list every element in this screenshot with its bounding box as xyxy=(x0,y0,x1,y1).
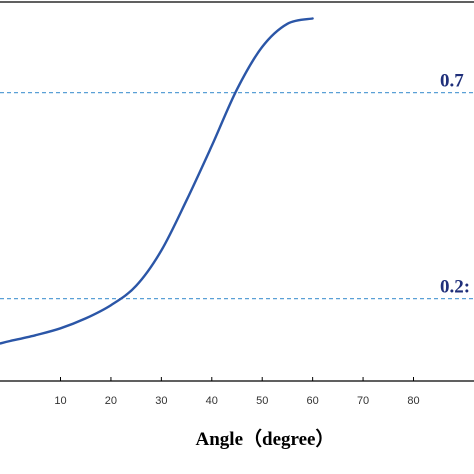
x-tick-label: 40 xyxy=(206,395,218,407)
axes xyxy=(0,1,474,382)
x-tick-label: 70 xyxy=(357,395,369,407)
x-tick-label: 20 xyxy=(105,395,117,407)
series-lines xyxy=(0,17,314,345)
x-axis-title: Angle（degree） xyxy=(196,427,335,450)
reference-labels: 0.7 0.2: xyxy=(440,71,470,298)
x-tick-label: 60 xyxy=(307,395,319,407)
x-tick-label: 30 xyxy=(155,395,167,407)
reference-lines xyxy=(0,92,474,300)
x-tick-label: 50 xyxy=(256,395,268,407)
reference-line-label: 0.7 xyxy=(440,71,464,92)
x-ticks: 10 20 30 40 50 60 70 80 xyxy=(54,377,420,407)
series-line xyxy=(0,17,314,345)
reference-line-label: 0.2: xyxy=(440,277,470,298)
x-tick-label: 10 xyxy=(54,395,66,407)
x-tick-label: 80 xyxy=(407,395,419,407)
